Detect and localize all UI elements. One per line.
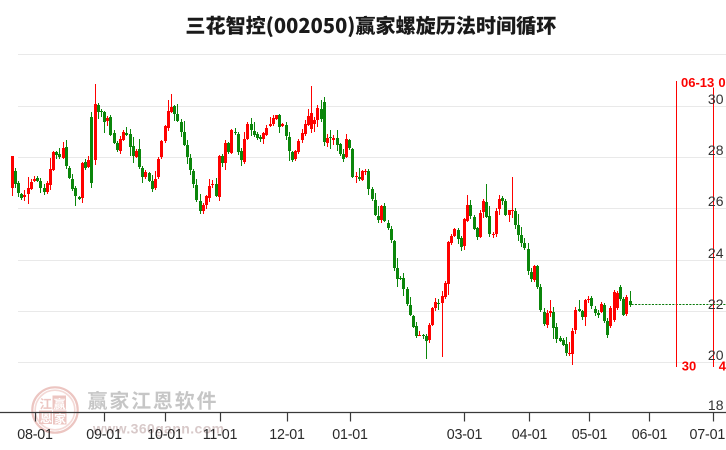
svg-text:18: 18 <box>708 397 724 413</box>
svg-text:05-01: 05-01 <box>572 427 608 443</box>
svg-text:01-01: 01-01 <box>332 427 368 443</box>
svg-text:08-01: 08-01 <box>17 427 53 443</box>
svg-text:28: 28 <box>708 142 724 158</box>
svg-text:09-01: 09-01 <box>86 427 122 443</box>
svg-text:30: 30 <box>708 91 724 107</box>
svg-text:07-01: 07-01 <box>690 427 726 443</box>
svg-text:22: 22 <box>708 296 724 312</box>
svg-text:20: 20 <box>708 347 724 363</box>
svg-text:41: 41 <box>719 359 726 374</box>
svg-text:06-30: 06-30 <box>718 75 726 90</box>
svg-text:12-01: 12-01 <box>269 427 305 443</box>
svg-text:26: 26 <box>708 193 724 209</box>
svg-text:11-01: 11-01 <box>203 427 238 443</box>
svg-text:www.360gann.com: www.360gann.com <box>92 421 225 437</box>
svg-text:03-01: 03-01 <box>447 427 483 443</box>
svg-text:10-01: 10-01 <box>147 427 183 443</box>
svg-text:06-13: 06-13 <box>681 75 714 90</box>
svg-text:06-01: 06-01 <box>632 427 668 443</box>
svg-text:24: 24 <box>708 245 724 261</box>
svg-text:04-01: 04-01 <box>512 427 548 443</box>
svg-text:30: 30 <box>682 359 696 374</box>
